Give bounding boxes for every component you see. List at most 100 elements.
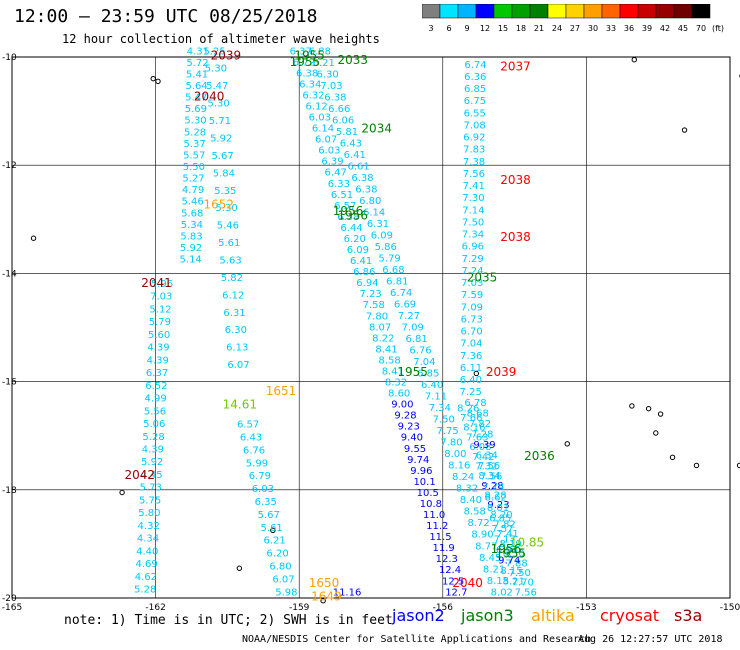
wave-height-reading: 7.04: [460, 339, 482, 350]
wave-height-reading: 6.78: [464, 398, 486, 409]
wave-height-reading: 7.08: [463, 120, 485, 131]
wave-height-reading: 6.76: [243, 445, 265, 456]
longitude-tick-label: -153: [576, 603, 596, 610]
wave-height-reading: 7.17: [494, 534, 516, 545]
wave-height-reading: 10.1: [413, 477, 435, 488]
wave-height-reading: 6.55: [464, 108, 486, 119]
wave-height-reading: 7.56: [478, 461, 500, 472]
wave-height-reading: 7.56: [480, 471, 502, 482]
map-subtitle: 12 hour collection of altimeter wave hei…: [62, 32, 380, 46]
wave-height-reading: 6.73: [461, 314, 483, 325]
pass-time-label: 2040: [194, 89, 225, 103]
pass-time-label: 2039: [486, 365, 517, 379]
wave-height-reading: 6.14: [363, 207, 385, 218]
wave-height-reading: 6.11: [460, 363, 482, 374]
wave-height-reading: 5.28: [184, 127, 206, 138]
wave-height-reading: 7.30: [462, 193, 484, 204]
wave-height-reading: 8.19: [499, 539, 521, 550]
wave-height-reading: 7.74: [482, 482, 504, 493]
wave-height-reading: 7.28: [471, 429, 493, 440]
wave-height-reading: 5.30: [205, 64, 227, 75]
wave-height-reading: 6.51: [331, 190, 353, 201]
wave-height-reading: 6.38: [355, 184, 377, 195]
wave-height-reading: 5.99: [246, 458, 268, 469]
wave-height-reading: 7.23: [359, 289, 381, 300]
wave-height-reading: 6.38: [337, 212, 359, 223]
wave-height-reading: 7.03: [461, 278, 483, 289]
map-frame: [11, 56, 731, 599]
color-scale-unit: (ft): [712, 24, 724, 33]
wave-height-reading: 10.5: [417, 488, 439, 499]
legend-s3a: s3a: [674, 606, 703, 625]
wave-height-reading: 8.34: [478, 471, 500, 482]
island-outline: [119, 489, 125, 496]
wave-height-reading: 6.92: [463, 133, 485, 144]
longitude-tick-label: -156: [433, 603, 454, 610]
wave-height-reading: 5.82: [221, 273, 243, 284]
wave-height-reading: 5.30: [215, 203, 237, 214]
wave-height-reading: 5.30: [207, 99, 229, 110]
wave-height-reading: 9.96: [410, 466, 432, 477]
wave-height-reading: 7.34: [429, 403, 451, 414]
wave-height-reading: 7.88: [506, 558, 528, 569]
legend-altika: altika: [531, 606, 575, 625]
latitude-tick-label: -14: [2, 269, 17, 279]
wave-height-reading: 8.32: [456, 484, 478, 495]
credit-line: NOAA/NESDIS Center for Satellite Applica…: [242, 634, 592, 645]
wave-height-reading: 6.52: [145, 381, 167, 392]
wave-height-reading: 6.57: [237, 420, 259, 431]
wave-height-reading: 6.30: [503, 549, 525, 560]
wave-height-reading: 6.34: [299, 79, 321, 90]
pass-time-label: 1652: [203, 197, 234, 211]
wave-height-reading: 6.13: [226, 343, 248, 354]
wave-height-reading: 6.94: [356, 278, 378, 289]
wave-height-reading: 7.59: [461, 290, 483, 301]
wave-height-reading: 5.68: [181, 208, 203, 219]
island-outline: [473, 370, 480, 377]
wave-height-reading: 7.83: [463, 145, 485, 156]
wave-height-reading: 8.01: [487, 503, 509, 514]
wave-height-reading: 10.8: [420, 499, 442, 510]
wave-height-reading: 6.36: [464, 72, 486, 83]
wave-height-reading: 5.06: [143, 419, 165, 430]
island-outline: [653, 430, 659, 436]
wave-height-reading: 5.84: [213, 168, 235, 179]
pass-time-label: 2038: [500, 230, 531, 244]
wave-height-reading: 6.76: [409, 346, 431, 357]
wave-height-reading: 6.20: [266, 549, 288, 560]
pass-time-label: 2036: [524, 449, 555, 463]
wave-height-reading: 6.47: [325, 168, 347, 179]
footer-note: note: 1) Time is in UTC; 2) SWH is in fe…: [64, 613, 393, 628]
wave-height-reading: 6.33: [328, 179, 350, 190]
longitude-tick-label: -162: [145, 603, 165, 610]
wave-height-reading: 5.14: [180, 255, 202, 266]
latitude-tick-label: -10: [2, 53, 17, 63]
wave-height-reading: 12.3: [436, 554, 458, 565]
pass-time-label: 14.61: [223, 398, 257, 412]
wave-height-reading: 6.30: [317, 69, 339, 80]
color-scale-tick: 36: [624, 24, 634, 33]
latitude-tick-label: -18: [2, 486, 17, 496]
color-scale-tick: 39: [642, 24, 652, 33]
wave-height-reading: 7.25: [460, 387, 482, 398]
pass-time-label: 1955: [294, 49, 325, 63]
wave-height-reading: 5.28: [134, 585, 156, 596]
wave-height-reading: 5.80: [138, 508, 160, 519]
wave-height-reading: 5.56: [144, 406, 166, 417]
pass-time-label: 1650: [309, 576, 340, 590]
wave-height-reading: 7.50: [462, 217, 484, 228]
wave-height-reading: 4.99: [145, 394, 167, 405]
wave-height-reading: 6.57: [334, 201, 356, 212]
wave-height-reading: 8.40: [460, 495, 482, 506]
wave-height-reading: 7.24: [461, 266, 483, 277]
wave-height-reading: 8.00: [444, 449, 466, 460]
wave-height-reading: 6.35: [255, 497, 277, 508]
wave-height-reading: 5.47: [206, 81, 228, 92]
wave-height-reading: 6.75: [464, 96, 486, 107]
wave-height-reading: 7.82: [493, 520, 515, 531]
wave-height-reading: 6.41: [344, 150, 366, 161]
wave-height-reading: 5.69: [185, 104, 207, 115]
wave-height-reading: 7.63: [466, 432, 488, 443]
wave-height-reading: 8.07: [369, 322, 391, 333]
wave-height-reading: 5.61: [261, 523, 283, 534]
